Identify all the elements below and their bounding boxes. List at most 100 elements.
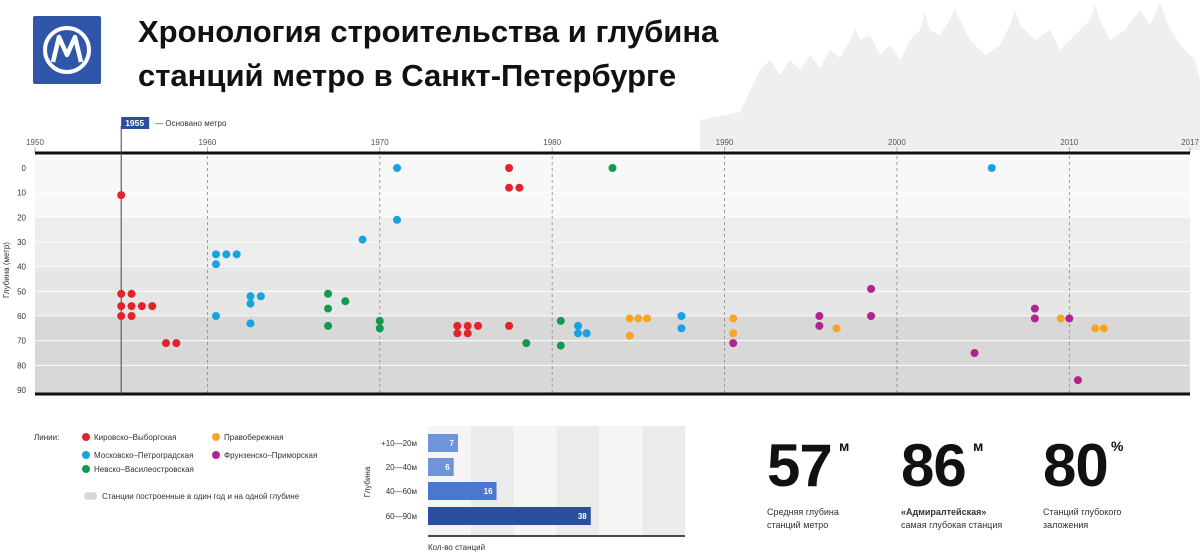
y-axis-label: Глубина (метр) (2, 242, 11, 298)
city-skyline-decoration (700, 2, 1200, 150)
station-point (642, 314, 651, 323)
station-point (867, 312, 876, 320)
stat-caption-line: заложения (1043, 520, 1089, 530)
hist-bar (428, 507, 591, 525)
station-point (148, 302, 157, 311)
hist-category-label: 40—60м (386, 487, 417, 496)
station-point (393, 215, 402, 224)
stat-value: 80 (1043, 432, 1109, 499)
station-point (212, 260, 221, 269)
station-point (625, 331, 634, 340)
year-tick-label: 1980 (543, 138, 561, 147)
founded-marker: 1955 — Основано метро (120, 117, 227, 394)
station-point (556, 341, 565, 350)
legend-color-dot (82, 433, 90, 441)
station-point (463, 321, 472, 330)
founded-flag (121, 117, 150, 129)
depth-tick-label: 90 (17, 386, 26, 395)
hist-category-label: 60—90м (386, 512, 417, 521)
station-point (463, 329, 472, 338)
depth-band (35, 291, 1190, 316)
station-point (729, 339, 738, 348)
depth-tick-label: 0 (22, 164, 27, 173)
station-point (1065, 314, 1074, 323)
stat-unit: м (839, 438, 850, 454)
year-tick-label: 1960 (198, 138, 216, 147)
hist-x-label: Кол-во станций (428, 543, 485, 552)
station-point (324, 321, 333, 330)
station-point (375, 316, 384, 325)
station-point (232, 250, 241, 259)
station-point (729, 329, 738, 338)
station-point (556, 316, 565, 325)
depth-band (35, 365, 1190, 393)
station-point (970, 349, 979, 357)
station-point (634, 314, 643, 323)
legend-title: Линии: (34, 433, 59, 442)
year-tick-label: 2017 (1181, 138, 1199, 147)
legend-color-dot (212, 433, 220, 441)
station-point (582, 329, 591, 338)
depth-band (35, 192, 1190, 218)
stat-caption-line: станций метро (767, 520, 829, 530)
year-tick-labels: 1950 1960 1970 1980 1990 2000 2010 2017 (26, 138, 1199, 153)
depth-band (35, 316, 1190, 341)
station-point (453, 321, 462, 330)
station-point (127, 302, 136, 311)
year-tick-label: 1950 (26, 138, 44, 147)
legend-item-label: Невско–Василеостровская (94, 465, 194, 474)
depth-tick-label: 50 (17, 287, 26, 296)
legend-item-label: Фрунзенско–Приморская (224, 451, 317, 460)
station-point (212, 250, 221, 259)
stat-caption-line: «Адмиралтейская» (901, 507, 987, 517)
stat-caption: «Адмиралтейская» самая глубокая станция (901, 506, 1041, 532)
station-point (729, 314, 738, 323)
stat-caption-line: самая глубокая станция (901, 520, 1003, 530)
hist-bar-value: 7 (450, 439, 455, 448)
depth-bands (35, 156, 1190, 393)
depth-timeline-chart: 1950 1960 1970 1980 1990 2000 2010 2017 0 10 20 30… (2, 117, 1199, 396)
stat-value: 86 (901, 432, 967, 499)
depth-tick-labels: 0 10 20 30 40 50 60 70 80 90 (17, 164, 26, 395)
station-point (117, 302, 126, 311)
station-point (172, 339, 181, 348)
legend-color-dot (82, 465, 90, 473)
hist-bar (428, 482, 497, 500)
legend-item-label: Кировско–Выборгская (94, 433, 176, 442)
station-point (256, 292, 265, 301)
page-title: Хронология строительства и глубина станц… (138, 10, 718, 98)
station-point (246, 299, 255, 308)
station-point (574, 321, 583, 330)
hist-bar-value: 6 (445, 463, 450, 472)
station-point (393, 164, 402, 172)
station-point (212, 312, 221, 320)
depth-band (35, 156, 1190, 193)
station-point (815, 321, 824, 330)
legend: Линии: Кировско–Выборгская Правобережная М… (34, 433, 317, 501)
stat-value: 57 (767, 432, 833, 499)
depth-histogram: +10—20м 20—40м 40—60м 60—90м 7 6 16 38 Глубина… (363, 426, 685, 552)
station-point (1030, 314, 1039, 323)
depth-tick-label: 70 (17, 337, 26, 346)
stat-caption: Станций глубокого заложения (1043, 506, 1183, 532)
year-tick-label: 2000 (888, 138, 906, 147)
year-tick-label: 2010 (1060, 138, 1078, 147)
depth-band (35, 242, 1190, 267)
station-point (375, 324, 384, 333)
station-point (522, 339, 531, 348)
station-point (515, 183, 524, 192)
depth-band (35, 266, 1190, 292)
station-point (815, 312, 824, 320)
legend-color-dot (82, 451, 90, 459)
station-point (246, 319, 255, 328)
year-tick-label: 1970 (371, 138, 389, 147)
hist-bar (428, 434, 458, 452)
station-point (574, 329, 583, 338)
legend-item-label: Правобережная (224, 433, 284, 442)
stat-unit: % (1111, 438, 1124, 454)
hist-bar-value: 38 (578, 512, 587, 521)
depth-tick-label: 80 (17, 361, 26, 370)
station-point (1099, 324, 1108, 333)
depth-band (35, 340, 1190, 366)
